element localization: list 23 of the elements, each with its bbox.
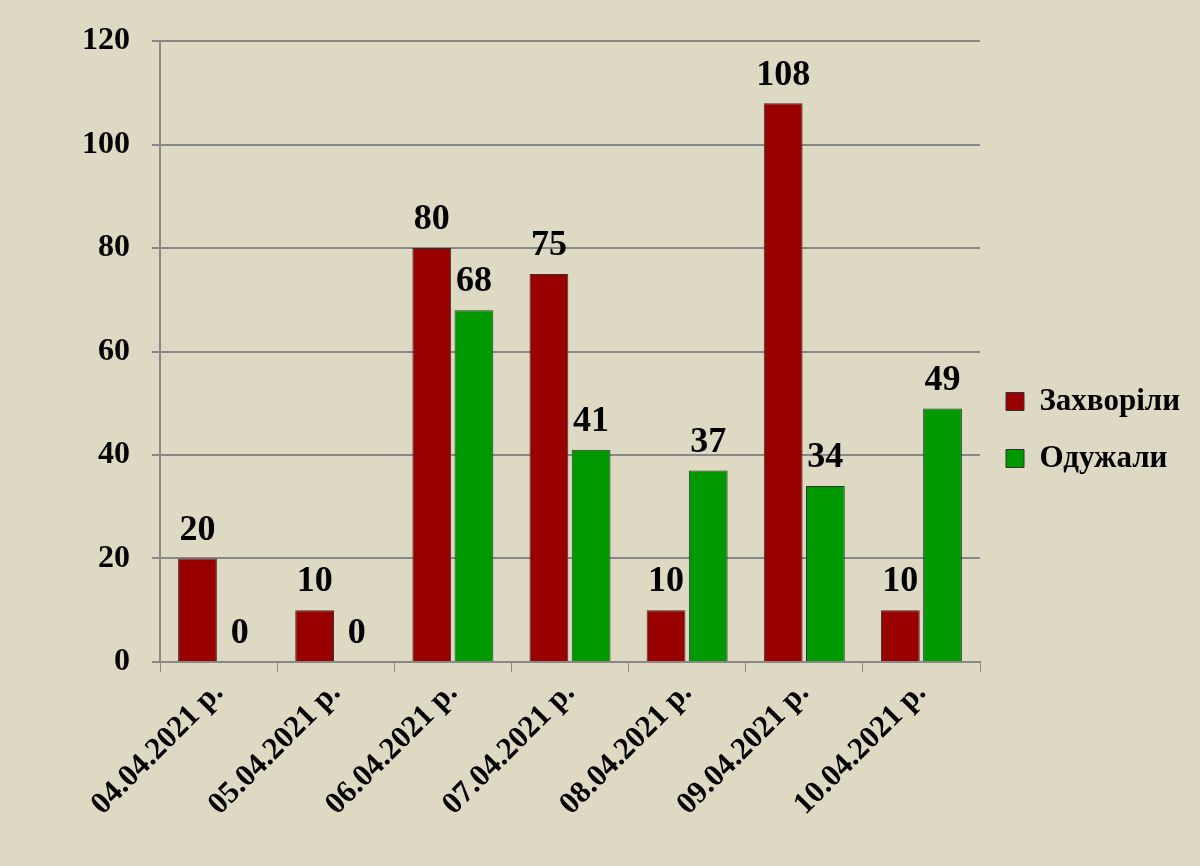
- y-tick-label: 0: [114, 641, 130, 678]
- data-label: 34: [807, 435, 844, 476]
- data-label: 41: [573, 399, 610, 440]
- data-label: 108: [756, 52, 811, 93]
- data-label: 10: [882, 559, 919, 600]
- y-tick-label: 80: [98, 227, 130, 264]
- data-label: 68: [455, 259, 492, 300]
- data-label: 80: [413, 197, 450, 238]
- y-tick-label: 40: [98, 434, 130, 471]
- legend-label: Захворіли: [1039, 381, 1181, 417]
- data-label: 20: [179, 507, 216, 548]
- data-label: 49: [924, 357, 961, 398]
- y-tick-label: 20: [98, 537, 130, 574]
- y-tick-label: 100: [82, 123, 130, 160]
- y-tick-label: 60: [98, 330, 130, 367]
- data-label: 0: [230, 611, 249, 652]
- legend-label: Одужали: [1039, 438, 1168, 474]
- data-label: 37: [690, 419, 727, 460]
- data-label: 10: [296, 559, 333, 600]
- y-tick-label: 120: [82, 20, 130, 57]
- data-label: 0: [347, 611, 366, 652]
- data-label: 75: [530, 223, 567, 264]
- data-label: 10: [648, 559, 685, 600]
